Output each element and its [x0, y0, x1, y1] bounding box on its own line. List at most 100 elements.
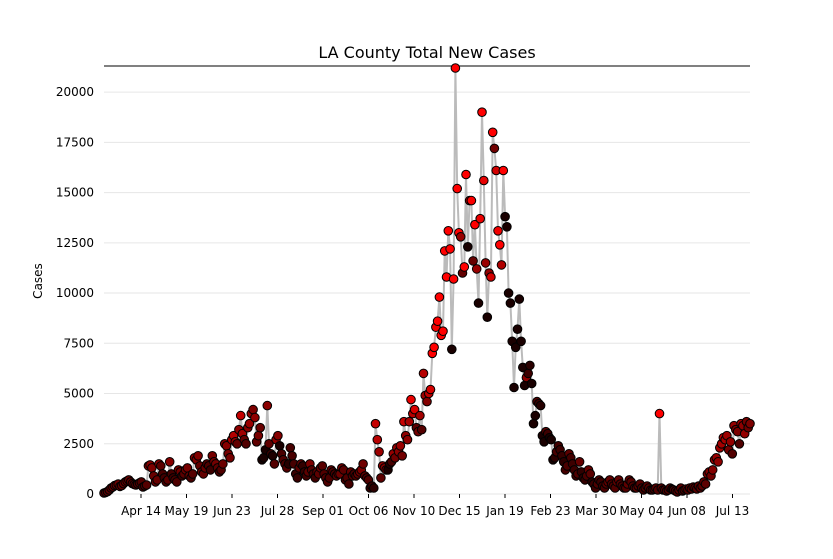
x-tick-label: Jul 28: [260, 504, 295, 518]
data-point: [493, 226, 503, 236]
data-point: [448, 274, 459, 284]
data-point: [418, 368, 429, 379]
data-point: [535, 400, 546, 411]
data-point: [546, 434, 557, 445]
data-point: [463, 242, 473, 252]
x-tick-label: Feb 23: [530, 504, 570, 518]
data-point: [264, 439, 274, 449]
data-point: [447, 344, 457, 355]
x-tick-label: May 04: [620, 504, 664, 518]
data-point: [487, 127, 498, 138]
data-point: [495, 240, 505, 250]
data-point: [372, 434, 383, 445]
x-axis-ticks: Apr 14 May 19 Jun 23 Jul 28 Sep 01 Oct 06 Nov …: [121, 494, 749, 518]
data-point: [344, 479, 354, 489]
data-point: [505, 298, 516, 308]
y-tick-label: 20000: [56, 85, 94, 99]
data-point: [409, 404, 420, 415]
data-point: [244, 418, 255, 429]
y-axis-ticks: 0 2500 5000 7500 10000 12500 15000 17500 20000: [56, 85, 94, 501]
data-point: [397, 451, 408, 461]
data-point: [450, 63, 461, 73]
data-point: [725, 437, 736, 447]
data-point: [445, 244, 455, 254]
data-point: [707, 465, 718, 475]
data-point: [141, 480, 152, 490]
data-point: [269, 459, 280, 469]
data-point: [267, 451, 278, 461]
data-point: [253, 430, 264, 441]
data-point: [248, 404, 258, 415]
gridlines: [104, 91, 750, 495]
y-tick-label: 10000: [56, 286, 94, 300]
x-tick-label: Nov 10: [393, 504, 436, 518]
x-tick-label: Oct 06: [349, 504, 389, 518]
data-point: [510, 342, 521, 353]
data-point: [516, 336, 526, 347]
series-line: [103, 67, 751, 494]
data-point: [466, 195, 477, 206]
data-point: [523, 368, 534, 379]
x-tick-label: May 19: [165, 504, 209, 518]
data-points: [99, 63, 755, 498]
data-point: [262, 400, 273, 411]
y-tick-label: 15000: [56, 186, 94, 200]
data-point: [225, 453, 235, 463]
x-tick-label: Jul 13: [715, 504, 750, 518]
data-point: [274, 441, 285, 451]
data-point: [317, 461, 328, 471]
data-point: [395, 441, 406, 451]
data-point: [482, 312, 493, 323]
y-tick-label: 2500: [63, 437, 94, 451]
data-point: [486, 272, 496, 282]
data-point: [374, 447, 384, 457]
data-point: [468, 256, 478, 266]
data-point: [406, 394, 416, 405]
data-point: [480, 258, 491, 268]
x-tick-label: Dec 15: [438, 504, 480, 518]
data-point: [369, 483, 379, 493]
data-point: [255, 422, 266, 433]
data-point: [496, 260, 507, 270]
y-tick-label: 0: [86, 487, 94, 501]
data-point: [250, 412, 260, 423]
data-point: [470, 219, 480, 230]
data-point: [479, 175, 489, 186]
data-point: [402, 434, 413, 445]
data-point: [358, 459, 368, 469]
data-point: [700, 479, 711, 489]
data-point: [187, 469, 198, 479]
data-point: [376, 473, 386, 483]
data-point: [574, 457, 585, 467]
data-point: [509, 382, 519, 393]
data-point: [370, 418, 381, 429]
data-point: [498, 165, 509, 176]
data-point: [241, 439, 251, 449]
data-point: [530, 410, 541, 421]
y-axis-label: Cases: [31, 263, 45, 299]
data-point: [528, 418, 539, 429]
data-point: [415, 410, 425, 421]
data-point: [471, 264, 482, 274]
data-point: [193, 451, 203, 461]
data-point: [727, 449, 738, 459]
data-point: [416, 424, 427, 435]
data-point: [218, 459, 228, 469]
data-point: [164, 457, 175, 467]
data-point: [429, 342, 439, 353]
data-point: [422, 396, 432, 407]
data-point: [526, 378, 537, 389]
data-point: [287, 451, 297, 461]
data-point: [514, 294, 525, 304]
y-tick-label: 17500: [56, 135, 94, 149]
data-point: [172, 477, 182, 487]
y-tick-label: 5000: [63, 387, 94, 401]
data-point: [461, 169, 471, 180]
data-point: [489, 143, 500, 154]
data-point: [512, 324, 523, 335]
x-tick-label: Sep 01: [302, 504, 344, 518]
x-tick-label: Jun 08: [667, 504, 706, 518]
data-point: [235, 410, 246, 421]
data-point: [654, 408, 665, 419]
